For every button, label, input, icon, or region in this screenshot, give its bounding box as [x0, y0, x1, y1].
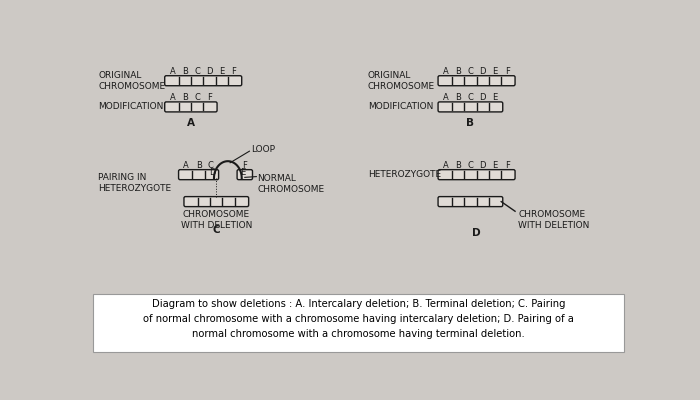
Text: MODIFICATION: MODIFICATION — [368, 102, 433, 112]
Text: C: C — [194, 67, 200, 76]
Text: E: E — [492, 93, 498, 102]
Text: D: D — [473, 228, 481, 238]
Text: E: E — [492, 161, 498, 170]
Text: B: B — [196, 161, 202, 170]
Text: C: C — [468, 67, 473, 76]
Text: NORMAL
CHROMOSOME: NORMAL CHROMOSOME — [257, 174, 324, 194]
Text: F: F — [505, 67, 510, 76]
Text: D: D — [480, 161, 486, 170]
Text: D: D — [480, 93, 486, 102]
Text: F: F — [242, 161, 247, 170]
FancyBboxPatch shape — [164, 102, 217, 112]
Text: F: F — [207, 93, 212, 102]
Text: LOOP: LOOP — [251, 145, 275, 154]
Text: C: C — [468, 161, 473, 170]
FancyBboxPatch shape — [438, 170, 515, 180]
Text: CHROMOSOME
WITH DELETION: CHROMOSOME WITH DELETION — [518, 210, 589, 230]
Text: Diagram to show deletions : A. Intercalary deletion; B. Terminal deletion; C. Pa: Diagram to show deletions : A. Intercala… — [144, 299, 574, 339]
Text: HETEROZYGOTE: HETEROZYGOTE — [368, 170, 441, 179]
Text: B: B — [182, 67, 188, 76]
Text: A: A — [169, 67, 175, 76]
Text: ORIGINAL
CHROMOSOME: ORIGINAL CHROMOSOME — [368, 71, 435, 91]
Text: A: A — [443, 93, 449, 102]
Text: B: B — [466, 118, 475, 128]
Text: D: D — [206, 67, 213, 76]
FancyBboxPatch shape — [438, 76, 515, 86]
Text: PAIRING IN
HETEROZYGOTE: PAIRING IN HETEROZYGOTE — [99, 173, 172, 193]
Text: E: E — [219, 67, 224, 76]
FancyBboxPatch shape — [438, 102, 503, 112]
Text: F: F — [505, 161, 510, 170]
FancyBboxPatch shape — [237, 170, 253, 180]
Text: A: A — [443, 67, 449, 76]
FancyBboxPatch shape — [438, 197, 503, 207]
Text: C: C — [194, 93, 200, 102]
FancyBboxPatch shape — [93, 294, 624, 352]
Text: A: A — [169, 93, 175, 102]
Text: C: C — [468, 93, 473, 102]
Text: B: B — [455, 67, 461, 76]
Text: B: B — [182, 93, 188, 102]
FancyBboxPatch shape — [184, 197, 248, 207]
Text: C: C — [208, 161, 213, 170]
Text: E: E — [492, 67, 498, 76]
Text: D: D — [480, 67, 486, 76]
Text: A: A — [183, 161, 189, 170]
FancyBboxPatch shape — [178, 170, 218, 180]
Text: A: A — [187, 118, 195, 128]
Text: C: C — [213, 225, 220, 235]
Text: MODIFICATION: MODIFICATION — [99, 102, 164, 112]
FancyBboxPatch shape — [164, 76, 242, 86]
Text: B: B — [455, 161, 461, 170]
Text: D: D — [209, 168, 216, 176]
Text: ORIGINAL
CHROMOSOME: ORIGINAL CHROMOSOME — [99, 71, 166, 91]
Text: B: B — [455, 93, 461, 102]
Text: CHROMOSOME
WITH DELETION: CHROMOSOME WITH DELETION — [181, 210, 252, 230]
Text: E: E — [240, 168, 246, 176]
Text: F: F — [232, 67, 237, 76]
Text: A: A — [443, 161, 449, 170]
